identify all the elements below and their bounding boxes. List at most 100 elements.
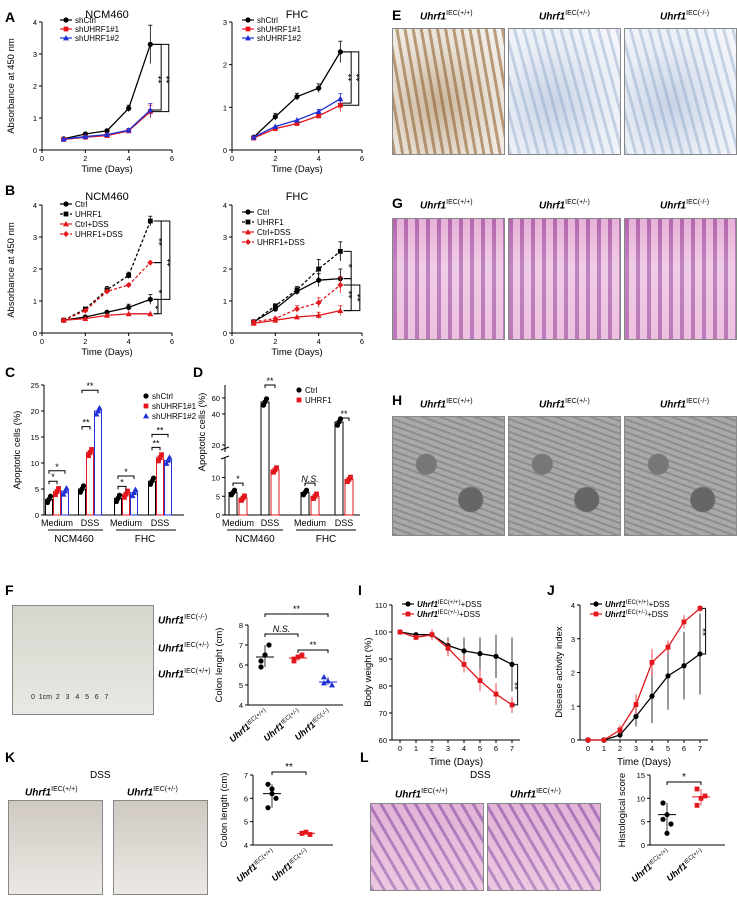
data-point <box>132 486 139 492</box>
x-tick-label: 2 <box>83 154 87 163</box>
legend-label: shUHRF1#2 <box>152 412 197 421</box>
axis-break <box>220 455 230 460</box>
group-label: DSS <box>81 518 100 528</box>
legend-label: shCtrl <box>257 16 278 25</box>
x-tick-label: 5 <box>478 744 482 753</box>
y-tick-label: 70 <box>379 709 387 718</box>
sig-star: ** <box>82 418 90 428</box>
genotype-label: Uhrf1IEC(+/+) <box>395 788 448 800</box>
sig-bracket <box>701 607 707 655</box>
data-point <box>122 494 127 500</box>
gene-name: Uhrf1 <box>158 643 185 655</box>
sig-star: * <box>120 477 124 487</box>
data-point <box>62 488 68 494</box>
y-tick-label: 10 <box>31 459 39 468</box>
data-point <box>314 491 319 497</box>
legend-marker <box>245 209 251 215</box>
data-point <box>694 802 700 808</box>
genotype: IEC(+/+) <box>184 668 211 675</box>
x-tick-label: 4 <box>462 744 466 753</box>
gene-name: Uhrf1 <box>660 200 687 212</box>
data-point <box>294 121 300 126</box>
category-label: Uhrf1IEC(+/+) <box>234 847 276 884</box>
y-tick-label: 3 <box>571 635 575 644</box>
x-tick-label: 3 <box>446 744 450 753</box>
data-point <box>60 317 67 324</box>
y-tick-label: 5 <box>641 818 645 827</box>
sig-star: * <box>154 305 165 309</box>
chart-title: FHC <box>286 191 309 203</box>
data-point <box>47 493 54 499</box>
legend-marker <box>245 219 251 225</box>
x-tick-label: 0 <box>398 744 402 753</box>
genotype-label: Uhrf1IEC(-/-) <box>158 614 207 626</box>
sig-star: * <box>348 264 359 268</box>
sig-star: * <box>124 467 128 477</box>
gene-name: Uhrf1 <box>660 399 687 411</box>
group-label: DSS <box>151 518 170 528</box>
data-point <box>269 786 275 792</box>
cell-line-label: NCM460 <box>54 534 94 545</box>
sig-bracket <box>232 482 244 487</box>
x-tick-label: 6 <box>360 154 364 163</box>
legend-label: shUHRF1#2 <box>75 34 120 43</box>
group-label: Medium <box>294 518 326 528</box>
x-axis-label: Time (Days) <box>81 347 132 358</box>
legend-label: Uhrf1IEC(+/-)+DSS <box>605 610 668 619</box>
genotype-label: Uhrf1IEC(+/+) <box>420 398 473 410</box>
legend-label: Ctrl+DSS <box>75 220 109 229</box>
data-point <box>321 674 327 680</box>
y-tick-label: 4 <box>239 701 243 710</box>
y-tick-label: 3 <box>33 233 37 242</box>
sig-star: ** <box>514 682 525 690</box>
y-tick-label: 2 <box>223 61 227 70</box>
data-point <box>665 644 671 650</box>
sig-star: * <box>55 462 59 472</box>
data-point <box>664 830 670 836</box>
y-tick-label: 4 <box>244 841 248 850</box>
sig-star: ** <box>347 73 358 81</box>
y-tick-label: 6 <box>244 794 248 803</box>
data-point <box>617 727 623 733</box>
y-tick-label: 110 <box>375 601 387 610</box>
y-tick-label: 0 <box>223 146 227 155</box>
legend-label: shUHRF1#1 <box>152 402 197 411</box>
legend-label: UHRF1+DSS <box>257 238 305 247</box>
panel-letter-A: A <box>5 9 15 25</box>
colon-photo: 0 1cm 2 3 4 5 6 7 <box>12 605 154 715</box>
genotype: IEC(+/+) <box>446 398 473 405</box>
legend-marker <box>63 201 69 207</box>
data-point <box>80 483 87 489</box>
genotype: IEC(+/-) <box>565 199 590 206</box>
genotype-label: Uhrf1IEC(+/-) <box>127 786 178 798</box>
data-point <box>53 492 58 498</box>
y-tick-label: 1 <box>223 103 227 112</box>
sig-star: ** <box>340 409 348 419</box>
y-axis-label: Colon lenght (cm) <box>214 628 225 703</box>
legend-marker <box>63 221 69 227</box>
data-point <box>337 102 343 108</box>
data-point <box>82 307 89 314</box>
genotype-label: Uhrf1IEC(-/-) <box>660 199 709 211</box>
y-tick-label: 2 <box>33 265 37 274</box>
y-tick-label: 4 <box>223 201 227 210</box>
he-image-wt <box>392 218 505 340</box>
sig-bracket <box>151 446 161 451</box>
data-point <box>87 450 93 455</box>
data-point <box>150 475 157 481</box>
y-tick-label: 25 <box>31 381 39 390</box>
data-point <box>294 117 300 123</box>
gene-name: Uhrf1 <box>539 399 566 411</box>
legend-marker <box>143 403 149 409</box>
genotype: IEC(+/-) <box>565 10 590 17</box>
data-point <box>123 491 129 497</box>
sig-bracket <box>271 771 307 775</box>
category-label: Uhrf1IEC(+/-) <box>270 847 311 883</box>
gene-name: Uhrf1 <box>510 789 537 801</box>
y-tick-label: 4 <box>33 18 37 27</box>
sig-bracket <box>48 470 66 474</box>
x-tick-label: 7 <box>510 744 514 753</box>
data-point <box>166 454 173 460</box>
data-point <box>125 282 132 288</box>
genotype: IEC(+/+) <box>446 10 473 17</box>
